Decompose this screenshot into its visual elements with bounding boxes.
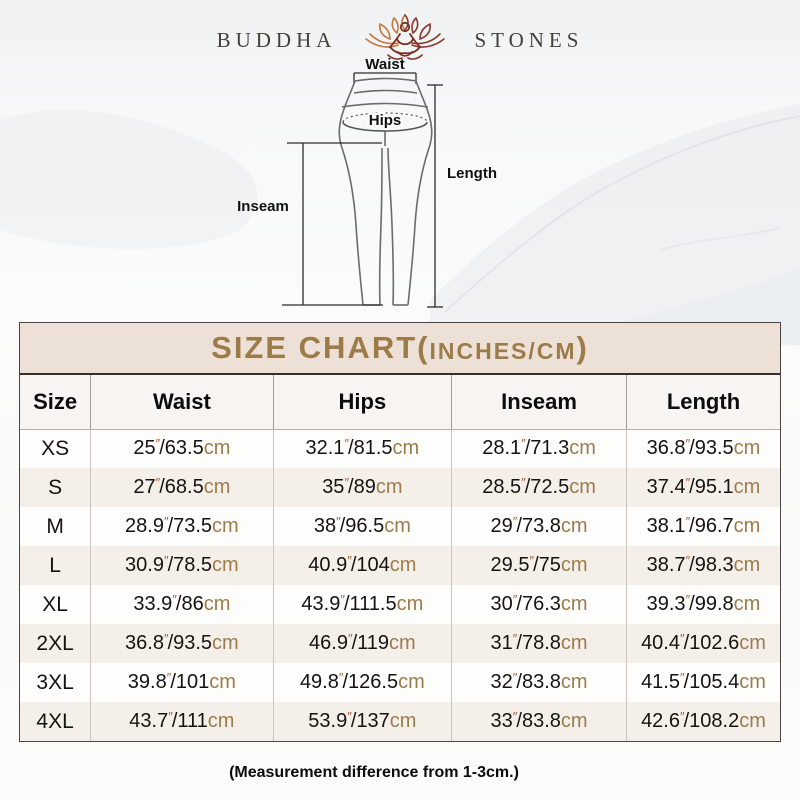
measurement-cell-length: 42.6″/108.2cm [641,709,766,732]
measurement-cell-hips: 43.9″/111.5cm [273,585,453,624]
brand-logo: BUDDHA [0,14,800,64]
measurement-cell-waist: 39.8″/101cm [90,663,274,702]
measurement-cell-length: 36.8″/93.5cm [646,436,761,460]
measurement-cell-hips: 40.9″/104cm [273,546,453,585]
measurement-cell-length: 40.4″/102.6cm [641,631,766,654]
table-row: 3XL 39.8″/101cm 49.8″/126.5cm 32″/83.8cm 41.… [20,663,780,702]
measurement-cell-length: 37.4″/95.1cm [646,475,761,498]
column-header-waist: Waist [90,375,274,430]
diagram-hips-label: Hips [369,112,402,129]
size-label: S [20,468,92,507]
size-label: L [20,546,92,585]
length-measure-lines [427,84,443,308]
measurement-cell-inseam: 29.5″/75cm [451,546,627,585]
table-row: 4XL 43.7″/111cm 53.9″/137cm 33″/83.8cm 42.6″… [20,702,780,741]
measurement-cell-length: 38.7″/98.3cm [646,553,761,576]
size-label: 3XL [20,663,92,702]
brand-name-left: BUDDHA [216,27,337,52]
size-chart-title-close: ) [576,330,589,365]
measurement-cell-waist: 43.7″/111cm [90,702,274,741]
table-row: L 30.9″/78.5cm 40.9″/104cm 29.5″/75cm 38.7″/… [20,546,780,585]
measurement-cell-length: 38.1″/96.7cm [646,514,761,537]
hips-ellipse-solid [342,121,428,132]
measurement-note: (Measurement difference from 1-3cm.) [229,764,519,781]
measurement-cell-inseam: 31″/78.8cm [451,624,627,663]
measurement-cell-waist: 28.9″/73.5cm [90,507,274,546]
table-row: S 27″/68.5cm 35″/89cm 28.5″/72.5cm 37.4″/95.… [20,468,780,507]
size-chart-title-unit: INCHES/CM [429,338,577,364]
size-chart-title-main: SIZE CHART( [211,330,430,365]
measurement-cell-length: 39.3″/99.8cm [646,592,761,615]
measurement-cell-hips: 38″/96.5cm [273,507,453,546]
diagram-inseam-label: Inseam [237,198,289,215]
measurement-cell-hips: 49.8″/126.5cm [273,663,453,702]
size-table-body: XS 25″/63.5cm 32.1″/81.5cm 28.1″/71.3cm 36.8… [20,429,780,741]
size-label: M [20,507,92,546]
measurement-cell-inseam: 28.5″/72.5cm [451,468,627,507]
brand-name-right: STONES [474,27,584,52]
measurement-cell-inseam: 32″/83.8cm [451,663,627,702]
measurement-cell-hips: 35″/89cm [273,468,453,507]
leggings-measurement-diagram: Waist Hips Inseam Length [237,56,497,308]
measurement-cell-waist: 30.9″/78.5cm [90,546,274,585]
measurement-cell-hips: 46.9″/119cm [273,624,453,663]
measurement-cell-length: 41.5″/105.4cm [641,670,766,693]
size-label: XL [20,585,92,624]
measurement-cell-inseam: 33″/83.8cm [451,702,627,741]
hips-ellipse-dotted [342,112,428,123]
measurement-cell-waist: 27″/68.5cm [90,468,274,507]
table-row: 2XL 36.8″/93.5cm 46.9″/119cm 31″/78.8cm 40.4… [20,624,780,663]
measurement-cell-waist: 25″/63.5cm [90,429,274,468]
size-label: 2XL [20,624,92,663]
column-header-hips: Hips [273,375,453,430]
measurement-cell-inseam: 30″/76.3cm [451,585,627,624]
measurement-cell-inseam: 28.1″/71.3cm [451,429,627,468]
diagram-length-label: Length [447,165,497,182]
header-row: Size Waist Hips Inseam Length [20,375,780,430]
size-chart-title: SIZE CHART(INCHES/CM) [20,323,780,375]
size-label: XS [20,429,92,468]
table-row: XS 25″/63.5cm 32.1″/81.5cm 28.1″/71.3cm 36.8… [20,429,780,468]
measurement-cell-waist: 36.8″/93.5cm [90,624,274,663]
leggings-outline [338,77,433,306]
measurement-cell-waist: 33.9″/86cm [90,585,274,624]
column-header-length: Length [626,375,780,430]
inseam-measure-lines [282,142,383,306]
measurement-cell-inseam: 29″/73.8cm [451,507,627,546]
diagram-waist-label: Waist [365,56,404,73]
size-label: 4XL [20,702,92,741]
table-row: XL 33.9″/86cm 43.9″/111.5cm 30″/76.3cm 39.3″… [20,585,780,624]
table-row: M 28.9″/73.5cm 38″/96.5cm 29″/73.8cm 38.1″/9… [20,507,780,546]
measurement-cell-hips: 32.1″/81.5cm [273,429,453,468]
column-header-inseam: Inseam [451,375,627,430]
column-header-size: Size [20,375,92,430]
size-chart-table: SIZE CHART(INCHES/CM) Size Waist Hips In… [19,322,781,742]
measurement-cell-hips: 53.9″/137cm [273,702,453,741]
lotus-meditation-icon [365,14,446,60]
